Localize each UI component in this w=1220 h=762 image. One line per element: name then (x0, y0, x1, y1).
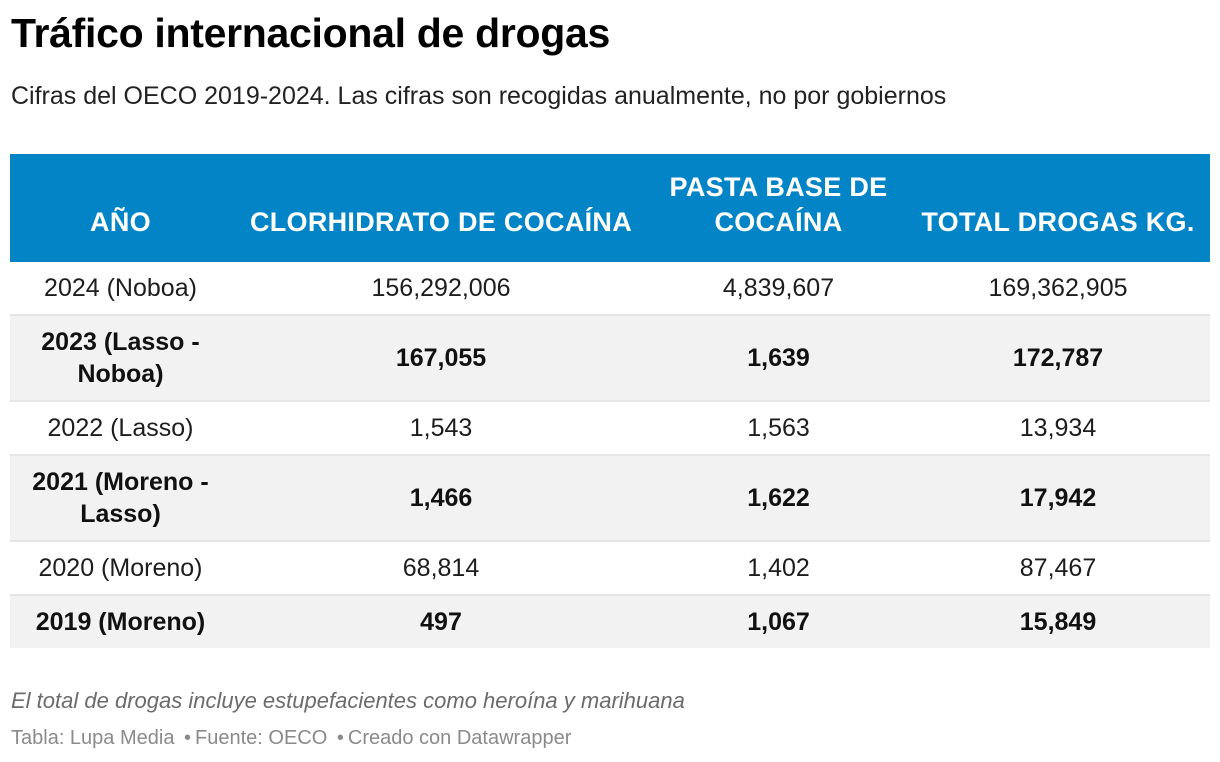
cell-year: 2019 (Moreno) (10, 594, 231, 648)
cell-year: 2024 (Noboa) (10, 262, 231, 315)
cell-total: 17,942 (906, 454, 1210, 541)
cell-clorhidrato: 156,292,006 (231, 262, 651, 315)
table-row: 2019 (Moreno) 497 1,067 15,849 (10, 594, 1210, 648)
header-row: AÑO CLORHIDRATO DE COCAÍNA PASTA BASE DE… (10, 154, 1210, 262)
cell-pasta-base: 1,402 (651, 540, 906, 595)
table-row: 2022 (Lasso) 1,543 1,563 13,934 (10, 400, 1210, 455)
credit-separator: • (184, 727, 192, 749)
cell-pasta-base: 1,639 (651, 314, 906, 401)
table-row: 2024 (Noboa) 156,292,006 4,839,607 169,3… (10, 262, 1210, 315)
credit-separator: • (336, 727, 344, 749)
cell-total: 13,934 (906, 400, 1210, 455)
chart-subtitle: Cifras del OECO 2019-2024. Las cifras so… (11, 82, 947, 110)
cell-clorhidrato: 497 (231, 594, 651, 648)
credit-tool[interactable]: Creado con Datawrapper (347, 727, 572, 749)
cell-year: 2022 (Lasso) (10, 400, 231, 455)
cell-year: 2020 (Moreno) (10, 540, 231, 595)
table-header: AÑO CLORHIDRATO DE COCAÍNA PASTA BASE DE… (10, 154, 1210, 262)
cell-total: 169,362,905 (906, 262, 1210, 315)
cell-pasta-base: 1,622 (651, 454, 906, 541)
column-header-clorhidrato[interactable]: CLORHIDRATO DE COCAÍNA (231, 154, 651, 262)
cell-year: 2023 (Lasso - Noboa) (10, 314, 231, 401)
credit-source[interactable]: Fuente: OECO (195, 727, 328, 749)
cell-total: 15,849 (906, 594, 1210, 648)
table-body: 2024 (Noboa) 156,292,006 4,839,607 169,3… (10, 262, 1210, 648)
cell-total: 172,787 (906, 314, 1210, 401)
table-row: 2023 (Lasso - Noboa) 167,055 1,639 172,7… (10, 314, 1210, 401)
column-header-total[interactable]: TOTAL DROGAS KG. (906, 154, 1210, 262)
cell-pasta-base: 1,563 (651, 400, 906, 455)
table-row: 2020 (Moreno) 68,814 1,402 87,467 (10, 540, 1210, 595)
credit-table: Tabla: Lupa Media (11, 727, 175, 749)
credits-line: Tabla: Lupa Media • Fuente: OECO • Creado … (11, 727, 571, 750)
column-header-year[interactable]: AÑO (10, 154, 231, 262)
data-table: AÑO CLORHIDRATO DE COCAÍNA PASTA BASE DE… (10, 154, 1210, 648)
table-row: 2021 (Moreno - Lasso) 1,466 1,622 17,942 (10, 454, 1210, 541)
cell-year: 2021 (Moreno - Lasso) (10, 454, 231, 541)
cell-total: 87,467 (906, 540, 1210, 595)
cell-clorhidrato: 167,055 (231, 314, 651, 401)
column-header-pasta-base[interactable]: PASTA BASE DE COCAÍNA (651, 154, 906, 262)
table-notes: El total de drogas incluye estupefacient… (11, 688, 685, 713)
cell-pasta-base: 1,067 (651, 594, 906, 648)
cell-clorhidrato: 1,466 (231, 454, 651, 541)
cell-clorhidrato: 68,814 (231, 540, 651, 595)
cell-clorhidrato: 1,543 (231, 400, 651, 455)
chart-title: Tráfico internacional de drogas (11, 10, 611, 56)
cell-pasta-base: 4,839,607 (651, 262, 906, 315)
